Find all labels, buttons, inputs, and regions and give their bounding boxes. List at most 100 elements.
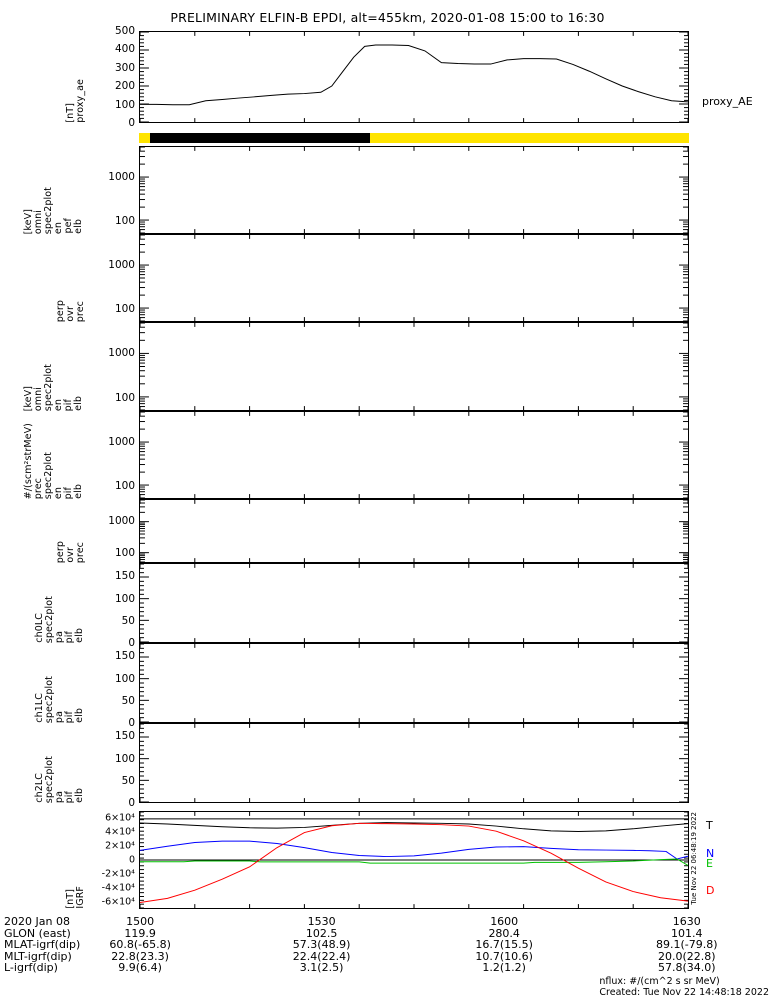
ylabel-line: elb [73,788,85,803]
ylabel-line: omni [33,386,44,411]
ytick-label: 100 [114,752,135,765]
plot-panel-pef-prec-ovr-perp [139,234,689,322]
ylabel-pif-pa-ch1lc: elb pif pa spec2plot ch1LC [32,643,87,723]
plot-panel-proxy-ae [139,31,689,123]
plot-panel-pif-pa-ch2lc [139,723,689,803]
xaxis-value: 1500 [126,915,155,928]
ytick-label: 100 [114,547,135,560]
ylabel-pef-prec-ovr-perp: prec ovr perp [54,234,87,322]
ylabel-line: pif [63,710,75,723]
ytick-labels-pif-pa-ch2lc: 0 50 100 150 [89,723,135,809]
ytick-label: 50 [121,694,135,707]
ylabel-line: elb [73,219,84,234]
ytick-label: 0 [128,854,135,866]
ylabel-line: en [53,486,64,499]
ytick-label: 0 [128,797,135,809]
xaxis-row: MLAT-igrf(dip) 60.8(-65.8) 57.3(48.9) 16.7(… [0,939,775,951]
footer-nflux: nflux: #/(cm^2 s sr MeV) [599,976,720,987]
ylabel-igrf: IGRF [nT] [65,811,87,909]
ytick-label: 100 [114,302,135,315]
xaxis-row-label: MLT-igrf(dip) [4,949,72,963]
xaxis-value: 1630 [672,915,701,928]
ylabel-pef-en-omni: elb pef en spec2plot omni [keV] [21,146,87,234]
ytick-labels-pif-en-omni: 100 1000 [89,322,135,411]
ylabel-line: [keV] [23,385,34,411]
plot-panel-pif-prec-ovr-perp [139,499,689,563]
xaxis-value: 102.5 [305,926,338,940]
ylabel-line: perp [54,540,66,563]
xaxis-value: 1600 [490,915,519,928]
xaxis-value: 16.7(15.5) [475,938,533,952]
ylabel-line: pif [63,790,75,803]
xaxis-row-label: 2020 Jan 08 [4,915,70,928]
igrf-legend-d: D [706,884,715,897]
ylabel-line: proxy_ae [75,79,86,123]
xaxis-row-label: L-igrf(dip) [4,961,58,975]
ytick-label: 100 [114,98,135,111]
ylabel-line: ch2LC [33,773,45,803]
xaxis-value: 57.3(48.9) [292,938,351,952]
ytick-label: 100 [114,672,135,685]
ytick-label: 1000 [108,435,135,448]
footer-created: Created: Tue Nov 22 14:48:18 2022 [599,986,769,998]
xaxis-value: 3.1(2.5) [299,961,344,975]
xaxis-row: 2020 Jan 08 1500 1530 1600 1630 [0,916,775,928]
ytick-label: 1000 [108,170,135,183]
plot-panel-pif-en-prec [139,411,689,499]
ytick-label: 400 [114,43,135,56]
ytick-label: 1000 [108,515,135,528]
plot-panel-pef-en-omni [139,146,689,234]
ylabel-line: pa [53,790,65,803]
ylabel-line: [keV] [23,208,34,234]
ylabel-line: perp [54,299,66,322]
ylabel-line: spec2plot [43,595,55,643]
ylabel-line: elb [73,484,84,499]
ylabel-line: IGRF [75,886,86,909]
plot-panel-pif-en-omni [139,322,689,411]
footer: nflux: #/(cm^2 s sr MeV) Created: Tue No… [599,976,769,998]
ytick-labels-pef-en-omni: 100 1000 [89,146,135,234]
ytick-label: 100 [114,592,135,605]
ylabel-line: elb [73,396,84,411]
ylabel-line: spec2plot [43,363,54,411]
ylabel-pif-en-omni: elb pif en spec2plot omni [keV] [21,322,87,411]
ytick-label: 100 [114,391,135,404]
ytick-label: 1000 [108,258,135,271]
ylabel-line: [nT] [65,103,76,123]
ylabel-proxy-ae: proxy_ae [nT] [65,31,87,123]
ytick-label: 50 [121,614,135,627]
ylabel-line: ch1LC [33,693,45,723]
ytick-label: 0 [128,637,135,649]
ytick-label: 500 [114,25,135,37]
ylabel-line: spec2plot [43,755,55,803]
xaxis-value: 119.9 [124,926,156,940]
ytick-label: 100 [114,214,135,227]
ylabel-line: pif [63,486,74,499]
ytick-label: 200 [114,80,135,93]
ylabel-line: en [53,221,64,234]
ytick-label: -4×10⁴ [101,882,135,894]
plot-panel-pif-pa-ch0lc [139,563,689,643]
ytick-label: 50 [121,774,135,787]
ytick-label: 2×10⁴ [105,840,135,852]
ylabel-line: elb [73,708,85,723]
ylabel-line: ovr [64,547,76,563]
ylabel-line: #/(scm²strMeV) [23,422,34,499]
igrf-legend-e: E [706,857,713,870]
proxy-ae-legend-label: proxy_AE [702,95,753,108]
ytick-label: 1000 [108,347,135,360]
status-bar-segment [150,133,370,143]
ytick-label: -6×10⁴ [101,896,135,908]
ylabel-line: pa [53,710,65,723]
ytick-labels-pif-en-prec: 100 1000 [89,411,135,499]
ytick-labels-proxy-ae: 0 100 200 300 400 500 [89,25,135,129]
xaxis-value: 89.1(-79.8) [656,938,718,952]
xaxis-value: 22.4(22.4) [292,949,351,963]
ytick-labels-pif-pa-ch1lc: 0 50 100 150 [89,643,135,729]
ylabel-pif-en-prec: elb pif en spec2plot prec #/(scm²strMeV) [21,411,87,499]
ytick-label: 4×10⁴ [105,826,135,838]
ylabel-line: pef [63,218,74,234]
xaxis-value: 60.8(-65.8) [109,938,171,952]
ylabel-line: prec [74,541,86,563]
ylabel-pif-pa-ch0lc: elb pif pa spec2plot ch0LC [32,563,87,643]
